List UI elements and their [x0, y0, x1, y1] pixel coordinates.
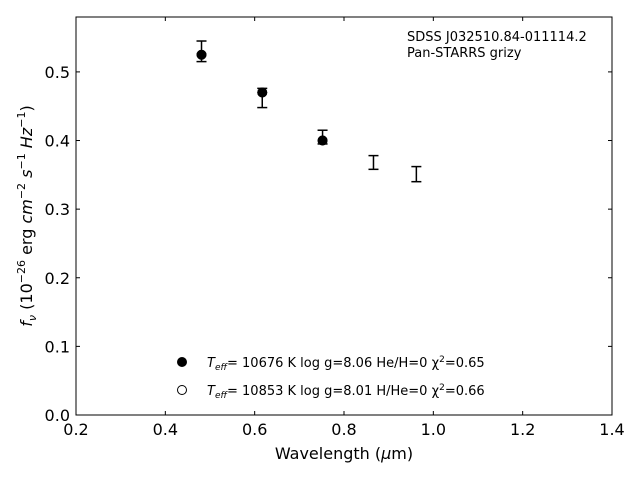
model-point-h-he [257, 87, 268, 98]
model-points [196, 49, 328, 146]
legend-marker-he-h [177, 357, 187, 367]
x-axis-ticks: 0.2 0.4 0.6 0.8 1.0 1.2 1.4 [63, 17, 625, 439]
legend-label-he-h: Teff= 10676 K log g=8.06 He/H=0 χ2=0.65 [207, 355, 485, 373]
x-tick-label: 1.0 [421, 420, 446, 439]
x-tick-label: 1.4 [599, 420, 624, 439]
y-tick-label: 0.0 [45, 406, 70, 425]
x-tick-label: 0.8 [331, 420, 356, 439]
x-tick-label: 0.6 [242, 420, 267, 439]
legend: Teff= 10676 K log g=8.06 He/H=0 χ2=0.65 … [177, 355, 485, 401]
model-point-h-he [317, 135, 328, 146]
y-tick-label: 0.1 [45, 337, 70, 356]
annotation-object-name: SDSS J032510.84-011114.2 [407, 30, 587, 45]
y-tick-label: 0.5 [45, 63, 70, 82]
observed-errorbar [411, 165, 422, 183]
annotation-photometry: Pan-STARRS grizy [407, 46, 522, 61]
x-tick-label: 0.2 [63, 420, 88, 439]
y-axis-title: fν (10−26 erg cm−2 s−1 Hz−1) [15, 105, 39, 326]
y-axis-ticks: 0.0 0.1 0.2 0.3 0.4 0.5 [45, 63, 612, 425]
legend-label-h-he: Teff= 10853 K log g=8.01 H/He=0 χ2=0.66 [207, 383, 485, 401]
x-tick-label: 0.4 [153, 420, 178, 439]
y-tick-label: 0.3 [45, 200, 70, 219]
y-tick-label: 0.2 [45, 269, 70, 288]
observed-errorbars [196, 40, 422, 183]
x-axis-title: Wavelength (μm) [275, 444, 413, 463]
legend-marker-h-he [177, 385, 187, 395]
model-point-h-he [196, 49, 207, 60]
x-tick-label: 1.2 [510, 420, 535, 439]
observed-errorbar [368, 154, 379, 171]
y-tick-label: 0.4 [45, 132, 70, 151]
